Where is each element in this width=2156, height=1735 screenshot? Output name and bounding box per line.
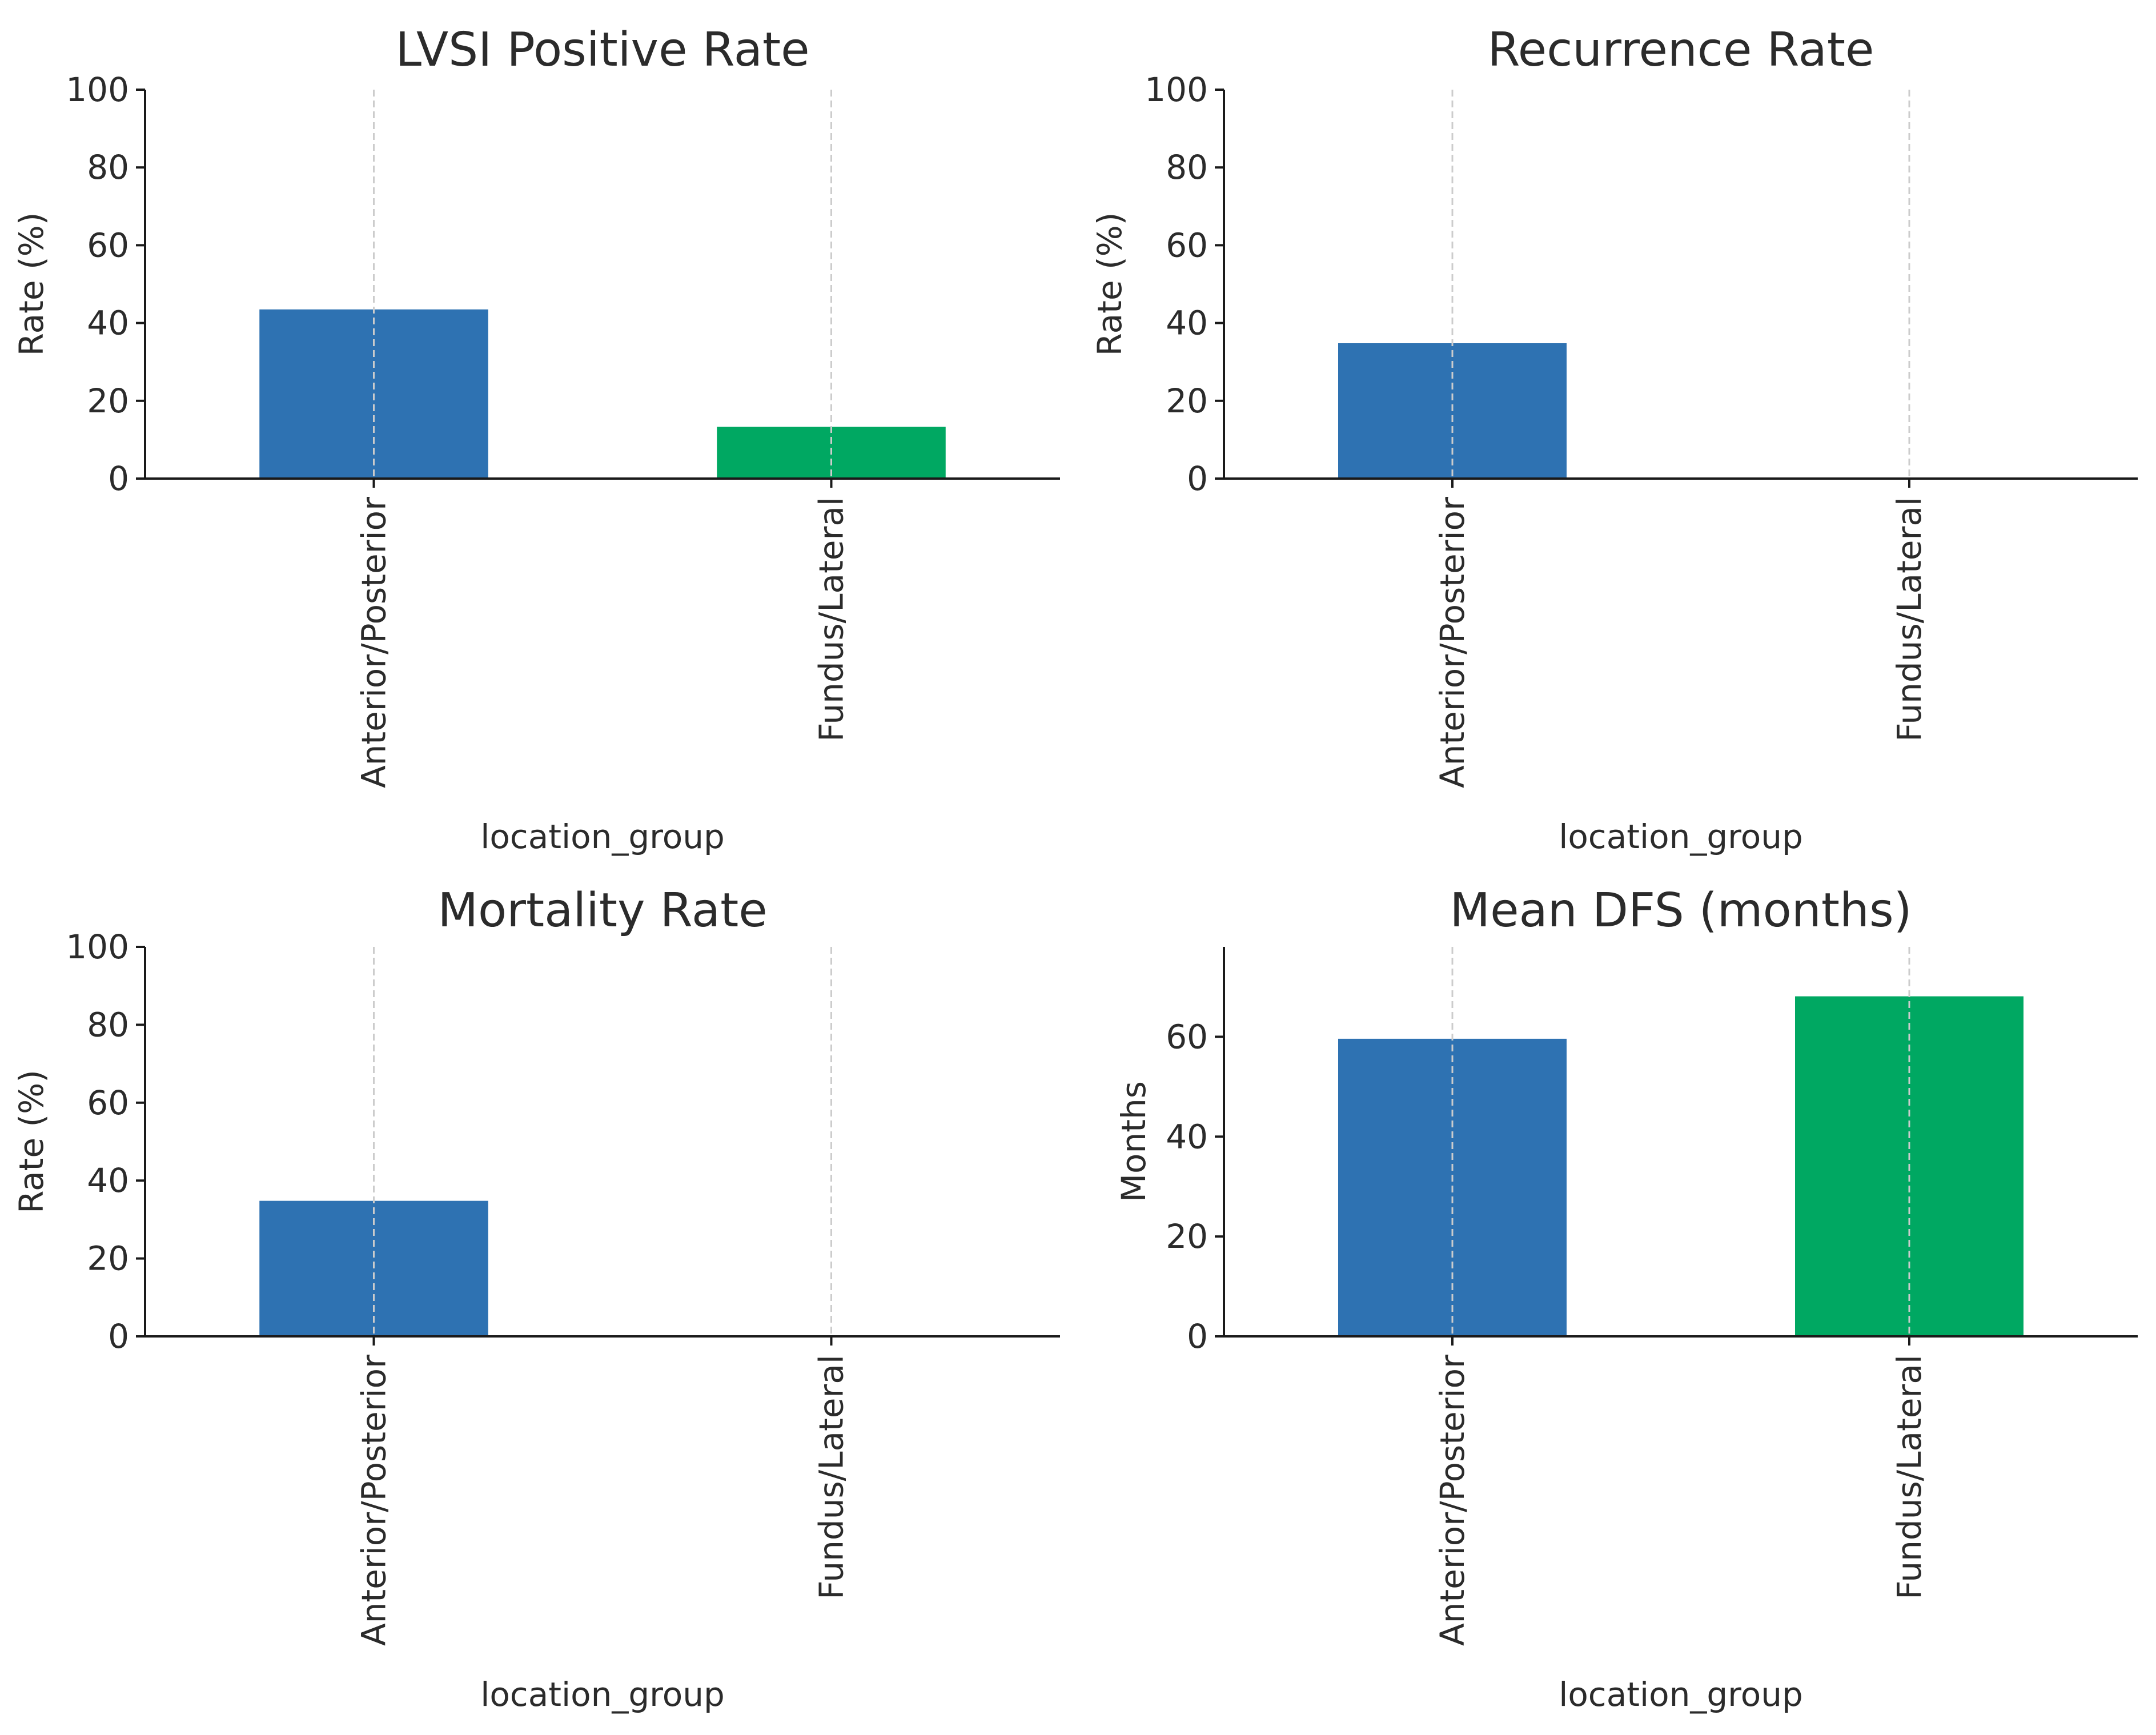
y-tick-label: 20 xyxy=(1166,381,1208,420)
y-tick-label: 40 xyxy=(87,304,129,343)
x-axis-label: location_group xyxy=(480,817,725,856)
y-tick-label: 20 xyxy=(87,1239,129,1278)
y-tick-label: 20 xyxy=(87,381,129,420)
chart-panel-2: 0 20 40 60 80 100 Anterior/Posterior Fundus/Lat… xyxy=(1090,23,2138,856)
x-tick-label: Fundus/Lateral xyxy=(812,1355,851,1600)
y-tick-label: 0 xyxy=(108,459,129,498)
chart-title: Mean DFS (months) xyxy=(1450,883,1912,938)
x-tick-label: Anterior/Posterior xyxy=(355,497,394,788)
x-tick-label: Fundus/Lateral xyxy=(812,497,851,742)
x-tick-label: Anterior/Posterior xyxy=(355,1355,394,1646)
x-tick-label: Fundus/Lateral xyxy=(1890,497,1929,742)
y-tick-label: 0 xyxy=(108,1317,129,1356)
y-tick-label: 0 xyxy=(1187,459,1208,498)
chart-panel-3: 0 20 40 60 80 100 Anterior/Posterior Fundus/Lat… xyxy=(12,883,1060,1714)
y-tick-label: 0 xyxy=(1187,1317,1208,1356)
y-tick-label: 60 xyxy=(87,226,129,264)
y-tick-label: 80 xyxy=(87,148,129,187)
chart-title: Mortality Rate xyxy=(437,883,767,938)
x-tick-label: Anterior/Posterior xyxy=(1433,1355,1472,1646)
y-tick-label: 100 xyxy=(1145,70,1208,109)
x-tick-label: Fundus/Lateral xyxy=(1890,1355,1929,1600)
chart-title: Recurrence Rate xyxy=(1487,23,1874,77)
y-tick-label: 40 xyxy=(1166,304,1208,343)
x-tick-label: Anterior/Posterior xyxy=(1433,497,1472,788)
y-tick-label: 20 xyxy=(1166,1217,1208,1256)
y-tick-label: 60 xyxy=(1166,1017,1208,1056)
x-axis-label: location_group xyxy=(1559,1675,1803,1714)
y-axis-label: Rate (%) xyxy=(1090,212,1129,356)
chart-title: LVSI Positive Rate xyxy=(395,23,809,77)
x-axis-label: location_group xyxy=(480,1675,725,1714)
y-axis-label: Rate (%) xyxy=(12,212,51,356)
y-tick-label: 100 xyxy=(66,70,129,109)
chart-panel-4: 0 20 40 60 Anterior/Posterior Fundus/Lateral M… xyxy=(1114,883,2138,1714)
y-axis-label: Months xyxy=(1114,1081,1153,1202)
y-tick-label: 80 xyxy=(87,1005,129,1044)
x-axis-label: location_group xyxy=(1559,817,1803,856)
chart-panel-1: 0 20 40 60 80 100 Anterior/Posterior Fundus/Lat… xyxy=(12,23,1060,856)
y-tick-label: 40 xyxy=(87,1161,129,1200)
y-tick-label: 60 xyxy=(87,1083,129,1122)
y-axis-label: Rate (%) xyxy=(12,1070,51,1214)
y-tick-label: 100 xyxy=(66,927,129,966)
y-tick-label: 60 xyxy=(1166,226,1208,264)
y-tick-label: 40 xyxy=(1166,1117,1208,1156)
y-tick-label: 80 xyxy=(1166,148,1208,187)
